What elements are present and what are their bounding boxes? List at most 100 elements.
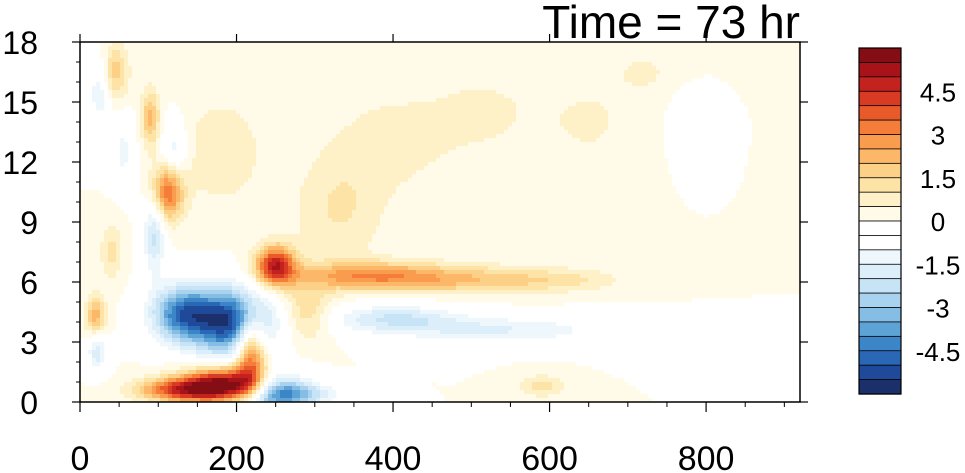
contour-cell xyxy=(484,142,489,147)
contour-cell xyxy=(344,154,349,159)
contour-cell xyxy=(608,62,613,67)
contour-cell xyxy=(244,86,249,91)
contour-cell xyxy=(96,98,101,103)
contour-cell xyxy=(124,78,129,83)
contour-cell xyxy=(448,158,453,163)
contour-cell xyxy=(336,46,341,51)
contour-cell xyxy=(372,90,377,95)
contour-cell xyxy=(748,70,753,75)
contour-cell xyxy=(772,46,777,51)
contour-cell xyxy=(184,126,189,131)
contour-cell xyxy=(316,54,321,59)
contour-cell xyxy=(428,46,433,51)
contour-cell xyxy=(732,58,737,63)
contour-cell xyxy=(252,42,257,47)
contour-cell xyxy=(752,126,757,131)
contour-cell xyxy=(620,134,625,139)
contour-cell xyxy=(792,82,797,87)
contour-cell xyxy=(276,58,281,63)
contour-cell xyxy=(496,86,501,91)
contour-cell xyxy=(108,62,113,67)
contour-cell xyxy=(672,58,677,63)
contour-cell xyxy=(332,170,337,175)
contour-cell xyxy=(528,86,533,91)
contour-cell xyxy=(748,146,753,151)
contour-cell xyxy=(300,82,305,87)
contour-cell xyxy=(224,106,229,111)
contour-cell xyxy=(340,158,345,163)
contour-cell xyxy=(788,78,793,83)
contour-cell xyxy=(508,102,513,107)
contour-cell xyxy=(292,134,297,139)
contour-cell xyxy=(420,50,425,55)
contour-cell xyxy=(444,110,449,115)
contour-cell xyxy=(440,166,445,171)
contour-cell xyxy=(468,142,473,147)
contour-cell xyxy=(308,114,313,119)
contour-cell xyxy=(392,46,397,51)
contour-cell xyxy=(376,122,381,127)
contour-cell xyxy=(604,162,609,167)
contour-cell xyxy=(272,62,277,67)
contour-cell xyxy=(444,98,449,103)
contour-cell xyxy=(340,50,345,55)
contour-cell xyxy=(424,162,429,167)
contour-cell xyxy=(160,70,165,75)
contour-cell xyxy=(268,78,273,83)
contour-cell xyxy=(176,74,181,79)
contour-cell xyxy=(260,66,265,71)
contour-cell xyxy=(300,110,305,115)
contour-cell xyxy=(756,154,761,159)
contour-cell xyxy=(212,158,217,163)
contour-cell xyxy=(208,106,213,111)
contour-cell xyxy=(640,118,645,123)
contour-cell xyxy=(436,54,441,59)
contour-cell xyxy=(776,50,781,55)
contour-cell xyxy=(484,118,489,123)
contour-cell xyxy=(700,74,705,79)
contour-cell xyxy=(712,74,717,79)
contour-cell xyxy=(436,50,441,55)
contour-cell xyxy=(484,114,489,119)
contour-cell xyxy=(560,74,565,79)
contour-cell xyxy=(476,50,481,55)
contour-cell xyxy=(212,74,217,79)
contour-cell xyxy=(284,90,289,95)
contour-cell xyxy=(324,134,329,139)
contour-cell xyxy=(492,74,497,79)
contour-cell xyxy=(720,42,725,47)
contour-cell xyxy=(556,70,561,75)
contour-cell xyxy=(164,54,169,59)
contour-cell xyxy=(632,62,637,67)
contour-cell xyxy=(604,70,609,75)
contour-cell xyxy=(456,114,461,119)
contour-cell xyxy=(444,122,449,127)
contour-cell xyxy=(136,110,141,115)
contour-cell xyxy=(664,102,669,107)
contour-cell xyxy=(280,102,285,107)
contour-cell xyxy=(780,90,785,95)
contour-cell xyxy=(508,158,513,163)
contour-cell xyxy=(396,162,401,167)
contour-cell xyxy=(648,98,653,103)
contour-cell xyxy=(552,66,557,71)
contour-cell xyxy=(152,110,157,115)
contour-cell xyxy=(564,166,569,171)
contour-cell xyxy=(168,78,173,83)
contour-cell xyxy=(396,130,401,135)
contour-cell xyxy=(384,66,389,71)
contour-cell xyxy=(268,154,273,159)
contour-cell xyxy=(404,138,409,143)
contour-cell xyxy=(404,94,409,99)
contour-cell xyxy=(304,158,309,163)
contour-cell xyxy=(508,62,513,67)
contour-cell xyxy=(304,58,309,63)
contour-cell xyxy=(300,50,305,55)
contour-cell xyxy=(748,78,753,83)
contour-cell xyxy=(484,162,489,167)
contour-cell xyxy=(248,70,253,75)
contour-cell xyxy=(128,74,133,79)
contour-cell xyxy=(536,70,541,75)
contour-cell xyxy=(768,62,773,67)
contour-cell xyxy=(632,42,637,47)
